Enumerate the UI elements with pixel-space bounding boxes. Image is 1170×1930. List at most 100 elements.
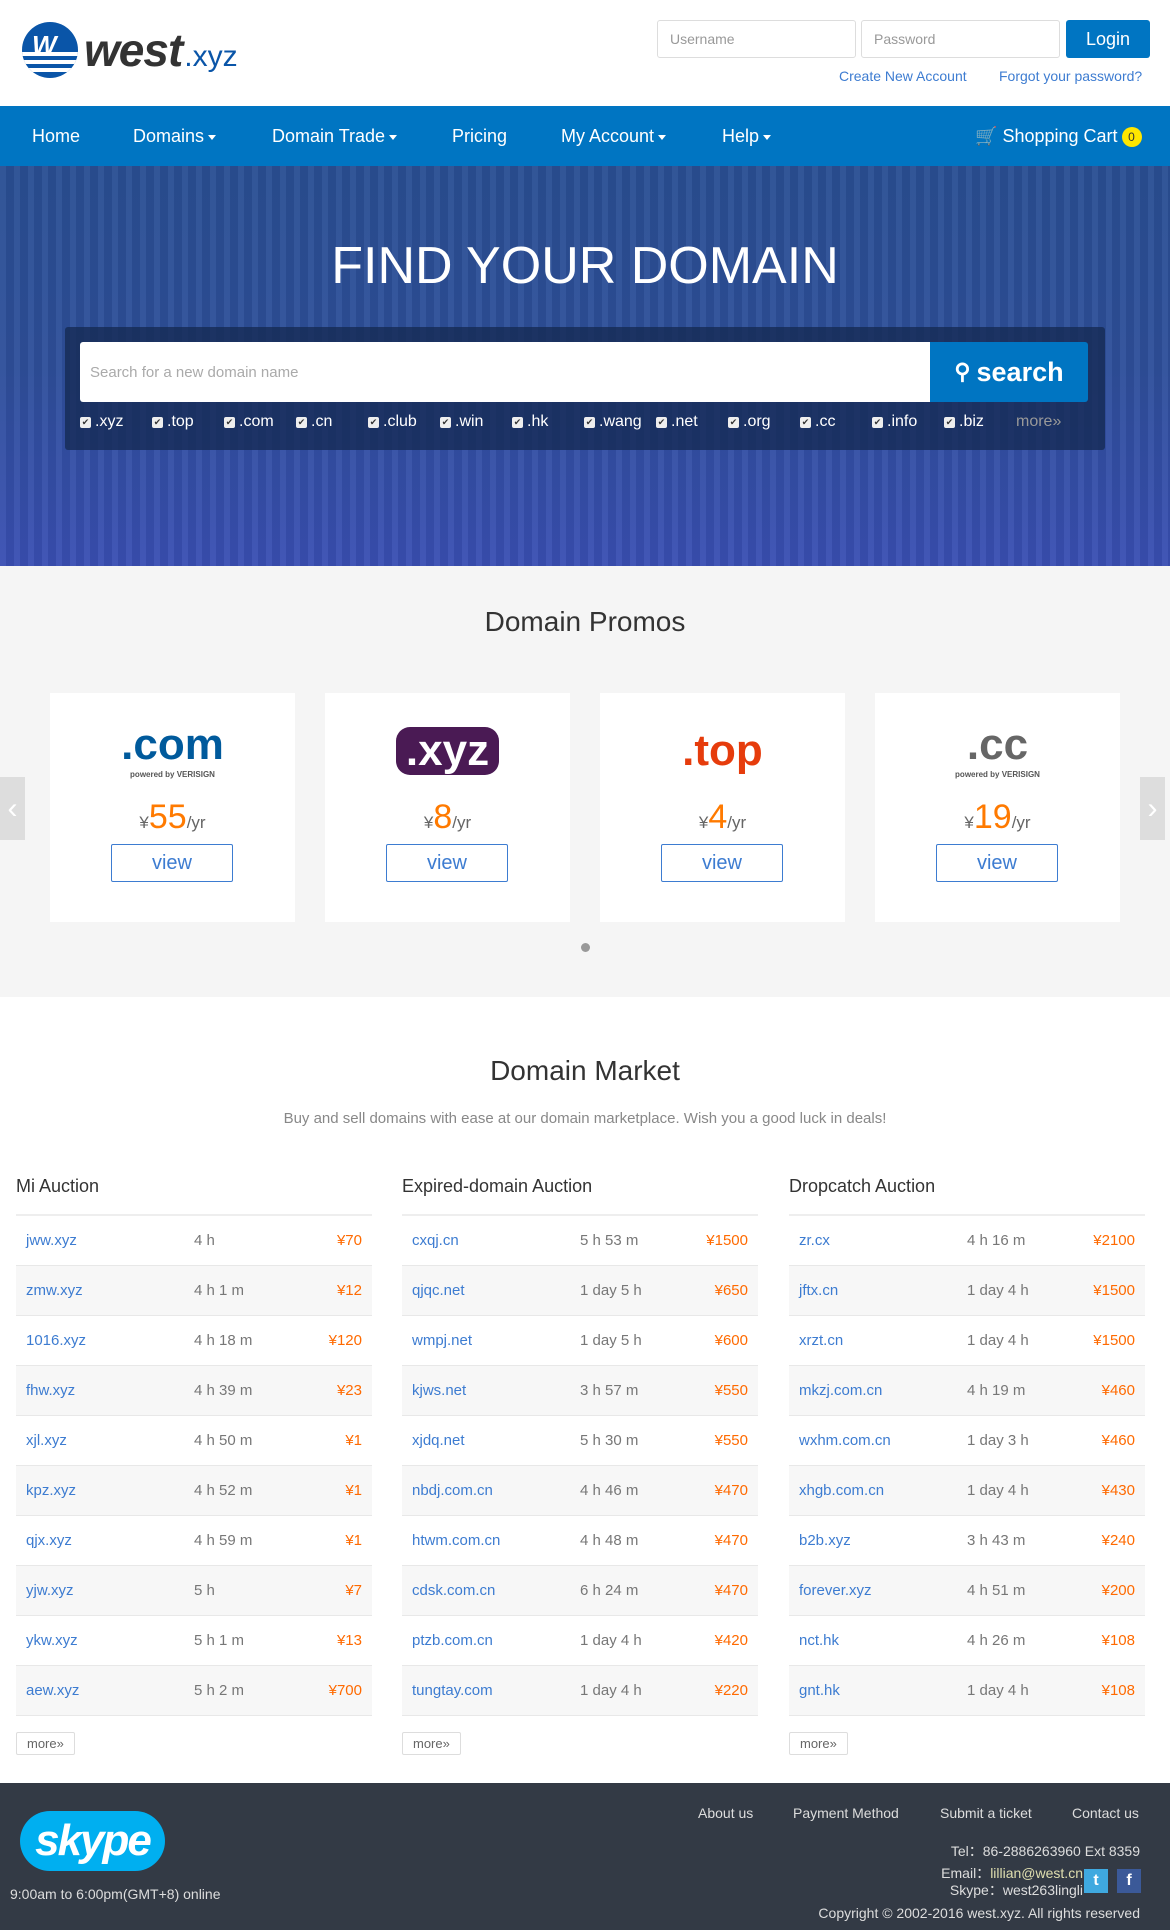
- footer-ticket-link[interactable]: Submit a ticket: [940, 1805, 1032, 1821]
- forgot-password-link[interactable]: Forgot your password?: [999, 68, 1143, 84]
- carousel-prev-arrow[interactable]: ‹: [0, 777, 25, 840]
- email-link[interactable]: lillian@west.cn: [990, 1865, 1083, 1881]
- auction-row[interactable]: xjl.xyz 4 h 50 m ¥1: [16, 1416, 372, 1466]
- auction-row[interactable]: wxhm.com.cn 1 day 3 h ¥460: [789, 1416, 1145, 1466]
- auction-row[interactable]: qjqc.net 1 day 5 h ¥650: [402, 1266, 758, 1316]
- more-tlds-link[interactable]: more»: [1016, 413, 1062, 430]
- more-button[interactable]: more»: [402, 1732, 461, 1755]
- domain-link[interactable]: xjdq.net: [412, 1432, 465, 1449]
- twitter-icon[interactable]: t: [1084, 1869, 1108, 1893]
- tld-checkbox[interactable]: ✔ .org: [728, 413, 800, 431]
- auction-row[interactable]: aew.xyz 5 h 2 m ¥700: [16, 1666, 372, 1716]
- auction-row[interactable]: ykw.xyz 5 h 1 m ¥13: [16, 1616, 372, 1666]
- auction-row[interactable]: qjx.xyz 4 h 59 m ¥1: [16, 1516, 372, 1566]
- view-button[interactable]: view: [111, 844, 233, 882]
- auction-row[interactable]: gnt.hk 1 day 4 h ¥108: [789, 1666, 1145, 1716]
- domain-link[interactable]: aew.xyz: [26, 1682, 80, 1699]
- domain-link[interactable]: xrzt.cn: [799, 1332, 844, 1349]
- domain-link[interactable]: xjl.xyz: [26, 1432, 67, 1449]
- domain-link[interactable]: cxqj.cn: [412, 1232, 459, 1249]
- auction-row[interactable]: jftx.cn 1 day 4 h ¥1500: [789, 1266, 1145, 1316]
- domain-link[interactable]: jftx.cn: [799, 1282, 839, 1299]
- carousel-dot[interactable]: [581, 943, 590, 952]
- password-input[interactable]: Password: [861, 20, 1060, 58]
- domain-link[interactable]: forever.xyz: [799, 1582, 872, 1599]
- domain-link[interactable]: cdsk.com.cn: [412, 1582, 496, 1599]
- auction-row[interactable]: forever.xyz 4 h 51 m ¥200: [789, 1566, 1145, 1616]
- domain-link[interactable]: kjws.net: [412, 1382, 467, 1399]
- domain-link[interactable]: yjw.xyz: [26, 1582, 74, 1599]
- auction-row[interactable]: 1016.xyz 4 h 18 m ¥120: [16, 1316, 372, 1366]
- auction-row[interactable]: nbdj.com.cn 4 h 46 m ¥470: [402, 1466, 758, 1516]
- auction-row[interactable]: zmw.xyz 4 h 1 m ¥12: [16, 1266, 372, 1316]
- more-button[interactable]: more»: [16, 1732, 75, 1755]
- domain-search-input[interactable]: Search for a new domain name: [80, 342, 930, 402]
- view-button[interactable]: view: [661, 844, 783, 882]
- auction-row[interactable]: xjdq.net 5 h 30 m ¥550: [402, 1416, 758, 1466]
- domain-link[interactable]: qjx.xyz: [26, 1532, 72, 1549]
- more-button[interactable]: more»: [789, 1732, 848, 1755]
- tld-checkbox[interactable]: ✔ .wang: [584, 413, 656, 431]
- search-button[interactable]: ⚲ search: [930, 342, 1088, 402]
- tld-checkbox[interactable]: ✔ .win: [440, 413, 512, 431]
- tld-checkbox[interactable]: ✔ .biz: [944, 413, 1016, 431]
- domain-link[interactable]: gnt.hk: [799, 1682, 840, 1699]
- auction-row[interactable]: cdsk.com.cn 6 h 24 m ¥470: [402, 1566, 758, 1616]
- domain-link[interactable]: mkzj.com.cn: [799, 1382, 883, 1399]
- facebook-icon[interactable]: f: [1117, 1869, 1141, 1893]
- tld-checkbox[interactable]: ✔ .net: [656, 413, 728, 431]
- shopping-cart[interactable]: 🛒 Shopping Cart 0: [975, 106, 1142, 166]
- domain-link[interactable]: zr.cx: [799, 1232, 830, 1249]
- footer-contact-link[interactable]: Contact us: [1072, 1805, 1139, 1821]
- domain-link[interactable]: tungtay.com: [412, 1682, 493, 1699]
- auction-row[interactable]: tungtay.com 1 day 4 h ¥220: [402, 1666, 758, 1716]
- nav-domains[interactable]: Domains: [133, 106, 217, 166]
- tld-checkbox[interactable]: ✔ .hk: [512, 413, 584, 431]
- auction-row[interactable]: zr.cx 4 h 16 m ¥2100: [789, 1216, 1145, 1266]
- domain-link[interactable]: wmpj.net: [412, 1332, 473, 1349]
- domain-link[interactable]: jww.xyz: [26, 1232, 77, 1249]
- create-account-link[interactable]: Create New Account: [839, 68, 967, 84]
- auction-row[interactable]: wmpj.net 1 day 5 h ¥600: [402, 1316, 758, 1366]
- carousel-next-arrow[interactable]: ›: [1140, 777, 1165, 840]
- tld-checkbox[interactable]: ✔ .xyz: [80, 413, 152, 431]
- view-button[interactable]: view: [936, 844, 1058, 882]
- domain-link[interactable]: zmw.xyz: [26, 1282, 83, 1299]
- username-input[interactable]: Username: [657, 20, 856, 58]
- footer-about-link[interactable]: About us: [698, 1805, 754, 1821]
- auction-row[interactable]: cxqj.cn 5 h 53 m ¥1500: [402, 1216, 758, 1266]
- auction-row[interactable]: jww.xyz 4 h ¥70: [16, 1216, 372, 1266]
- auction-row[interactable]: mkzj.com.cn 4 h 19 m ¥460: [789, 1366, 1145, 1416]
- view-button[interactable]: view: [386, 844, 508, 882]
- auction-row[interactable]: nct.hk 4 h 26 m ¥108: [789, 1616, 1145, 1666]
- nav-help[interactable]: Help: [722, 106, 772, 166]
- domain-link[interactable]: ptzb.com.cn: [412, 1632, 493, 1649]
- domain-link[interactable]: kpz.xyz: [26, 1482, 77, 1499]
- footer-payment-link[interactable]: Payment Method: [793, 1805, 899, 1821]
- auction-row[interactable]: b2b.xyz 3 h 43 m ¥240: [789, 1516, 1145, 1566]
- auction-row[interactable]: xhgb.com.cn 1 day 4 h ¥430: [789, 1466, 1145, 1516]
- domain-link[interactable]: ykw.xyz: [26, 1632, 78, 1649]
- domain-link[interactable]: wxhm.com.cn: [799, 1432, 891, 1449]
- auction-row[interactable]: fhw.xyz 4 h 39 m ¥23: [16, 1366, 372, 1416]
- domain-link[interactable]: qjqc.net: [412, 1282, 465, 1299]
- domain-link[interactable]: 1016.xyz: [26, 1332, 87, 1349]
- domain-link[interactable]: fhw.xyz: [26, 1382, 76, 1399]
- tld-checkbox[interactable]: ✔ .top: [152, 413, 224, 431]
- tld-checkbox[interactable]: ✔ .com: [224, 413, 296, 431]
- auction-row[interactable]: yjw.xyz 5 h ¥7: [16, 1566, 372, 1616]
- domain-link[interactable]: b2b.xyz: [799, 1532, 851, 1549]
- domain-link[interactable]: nct.hk: [799, 1632, 840, 1649]
- auction-row[interactable]: kpz.xyz 4 h 52 m ¥1: [16, 1466, 372, 1516]
- tld-checkbox[interactable]: ✔ .cc: [800, 413, 872, 431]
- auction-row[interactable]: htwm.com.cn 4 h 48 m ¥470: [402, 1516, 758, 1566]
- nav-home[interactable]: Home: [32, 106, 80, 166]
- tld-checkbox[interactable]: ✔ .cn: [296, 413, 368, 431]
- domain-link[interactable]: xhgb.com.cn: [799, 1482, 885, 1499]
- domain-link[interactable]: htwm.com.cn: [412, 1532, 501, 1549]
- tld-checkbox[interactable]: ✔ .club: [368, 413, 440, 431]
- domain-link[interactable]: nbdj.com.cn: [412, 1482, 493, 1499]
- auction-row[interactable]: xrzt.cn 1 day 4 h ¥1500: [789, 1316, 1145, 1366]
- nav-domain-trade[interactable]: Domain Trade: [272, 106, 398, 166]
- login-button[interactable]: Login: [1066, 20, 1150, 58]
